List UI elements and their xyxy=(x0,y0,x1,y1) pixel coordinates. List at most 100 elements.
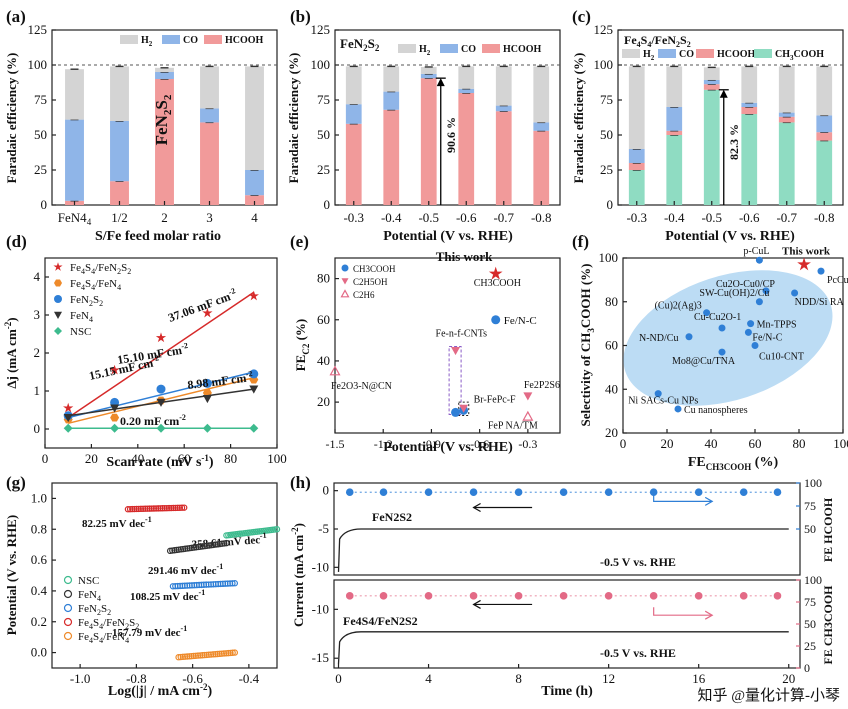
panel-h-bottom-sample: Fe4S4/FeN2S2 xyxy=(343,614,418,628)
y-tick-label: 100 xyxy=(28,57,48,72)
y-tick-label: 0 xyxy=(41,197,48,212)
bar-hcooh xyxy=(110,181,129,205)
legend-label: CH3COOH xyxy=(353,264,396,274)
y-tick-label: 0.4 xyxy=(31,583,48,598)
data-point xyxy=(126,505,134,513)
y-tick-label: 80 xyxy=(317,271,330,286)
point-label: Mo8@Cu/TNA xyxy=(672,356,736,367)
panel-h: (h) 0 -5 -10 50 75 100 -10 -15 0 25 50 75 100 0 4 8 12 16… xyxy=(290,473,835,699)
y-tick-label: 40 xyxy=(317,353,330,368)
data-point xyxy=(220,650,228,657)
legend-marker xyxy=(63,617,73,627)
annotation-sub2: 2 xyxy=(162,94,174,100)
legend-part: Fe xyxy=(70,262,81,274)
x-tick-label: -0.6 xyxy=(456,210,477,225)
data-point xyxy=(176,504,184,511)
fe-tick-label: 100 xyxy=(804,476,822,490)
data-point xyxy=(179,653,187,661)
legend-label-sub: 3 xyxy=(790,54,794,62)
y-tick-label: 60 xyxy=(605,338,618,353)
bar-h2 xyxy=(155,67,174,72)
panel-e-ylabel: FEC2 (%) xyxy=(293,319,311,372)
bar-co xyxy=(816,115,833,133)
x-tick-label: 40 xyxy=(131,451,144,466)
data-point xyxy=(205,651,213,658)
bar-co xyxy=(703,79,720,85)
bar-ch3cooh xyxy=(703,89,720,205)
x-tick-label: -0.6 xyxy=(182,671,203,686)
legend-swatch xyxy=(696,49,714,58)
data-point xyxy=(227,649,234,657)
panel-b-ylabel: Faradaic efficiency (%) xyxy=(286,53,301,184)
legend-sub: 2 xyxy=(135,622,139,631)
fe-tick-label: 50 xyxy=(804,522,816,536)
tafel-label-sup: -1 xyxy=(217,562,224,571)
legend-part: FeN xyxy=(70,310,89,322)
ylabel-sub: 3 xyxy=(586,328,596,333)
panel-f-points: This work p-CuL PcCu-TFPN Cu2O-Cu0/CP NDD/Si… xyxy=(628,246,848,416)
panel-g-label: (g) xyxy=(6,473,26,492)
legend-label: FeN2S2 xyxy=(78,603,111,617)
fe-point xyxy=(379,592,388,600)
data-point xyxy=(249,385,259,394)
title-sub2: 4 xyxy=(647,40,651,49)
panel-f-highlight-ellipse xyxy=(623,270,833,406)
data-point xyxy=(142,505,149,512)
bar-co xyxy=(155,72,174,79)
point-label: Cu2O-Cu0/CP xyxy=(716,279,775,290)
panel-g-ylabel: Potential (V vs. RHE) xyxy=(4,515,19,635)
point-label: Cu10-CNT xyxy=(759,352,804,363)
y-tick-label: -10 xyxy=(312,559,329,574)
bar-co xyxy=(495,105,512,112)
legend-part: /FeN xyxy=(95,278,117,290)
legend-label: FeN2S2 xyxy=(70,294,103,308)
data-point xyxy=(797,257,811,271)
bar-ch3cooh xyxy=(816,140,833,205)
legend-label-main: CH xyxy=(775,49,790,60)
bar-h2 xyxy=(200,66,219,109)
panel-c-label: (c) xyxy=(572,7,591,26)
panel-d-xlabel: Scan rate (mV s-1) xyxy=(106,453,214,470)
bar-co xyxy=(533,122,550,131)
slope-label-main: 0.20 mF cm xyxy=(120,414,179,428)
data-point xyxy=(216,650,223,658)
fe-point xyxy=(514,592,523,600)
title-part2: S xyxy=(641,33,648,47)
x-tick-label: FeN44 xyxy=(58,210,92,227)
y-tick-label: 125 xyxy=(594,22,614,37)
bar-co xyxy=(383,91,400,110)
panel-b-bars xyxy=(335,64,560,205)
title-sub2: 2 xyxy=(375,43,380,53)
data-point xyxy=(172,504,179,512)
data-point xyxy=(188,652,195,660)
data-point xyxy=(152,505,160,512)
data-point xyxy=(791,289,799,297)
legend-label: H2 xyxy=(643,49,655,62)
bar-hcooh xyxy=(420,78,437,205)
xlabel-main: Scan rate (mV s xyxy=(106,455,202,470)
y-tick-label: 125 xyxy=(311,22,331,37)
slope-label: 8.98 mF cm-2 xyxy=(187,369,254,392)
legend-marker xyxy=(54,279,62,287)
data-point xyxy=(218,650,226,657)
legend-part: Fe xyxy=(78,617,89,629)
fe-point xyxy=(649,488,658,497)
x-tick-label: -0.4 xyxy=(239,671,260,686)
data-point xyxy=(161,505,168,512)
y-tick-label: 20 xyxy=(605,425,618,440)
legend-swatch xyxy=(754,49,772,58)
point-label: Fe-n-f-CNTs xyxy=(436,329,488,340)
legend-sub: 4 xyxy=(89,315,93,324)
data-point xyxy=(488,266,503,280)
bar-h2 xyxy=(65,69,84,120)
legend-marker xyxy=(54,295,62,303)
legend-swatch xyxy=(482,44,500,53)
y-tick-label: 0.2 xyxy=(31,614,47,629)
panel-a-ylabel: Faradaic efficiency (%) xyxy=(4,53,19,184)
fe-point xyxy=(469,488,478,497)
legend-sub: 2 xyxy=(99,299,103,308)
x-tick-label: 20 xyxy=(85,451,98,466)
legend-marker xyxy=(340,289,350,298)
legend-label: FeN4 xyxy=(78,589,101,603)
point-label: Ni SACs-Cu NPs xyxy=(628,396,698,407)
